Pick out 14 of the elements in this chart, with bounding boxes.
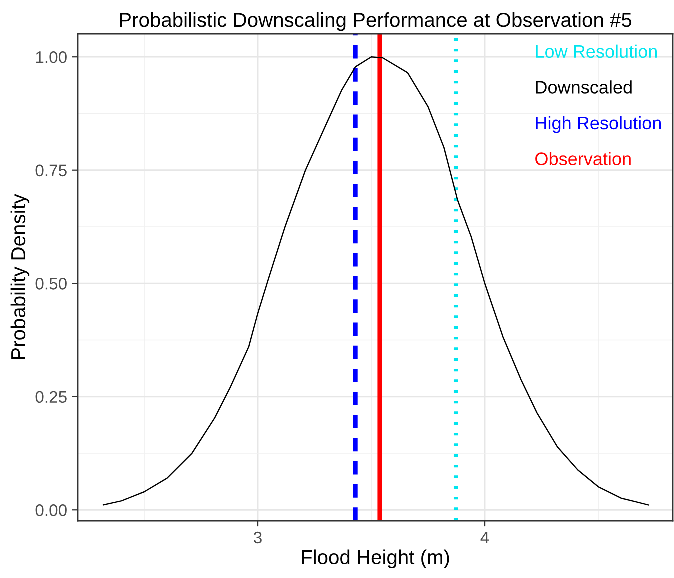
x-tick-label: 3 xyxy=(254,532,262,544)
y-tick-label: 1.00 xyxy=(36,52,67,64)
x-tick-label: 4 xyxy=(480,532,490,544)
y-tick-label: 0.75 xyxy=(36,164,67,177)
ref-line-label: High Resolution xyxy=(536,116,661,134)
y-tick-label: 0.25 xyxy=(36,391,67,404)
ref-line-label: Low Resolution xyxy=(536,44,657,58)
x-axis-title: Flood Height (m) xyxy=(302,550,450,569)
ref-line-label: Observation xyxy=(536,152,631,166)
y-axis-title: Probability Density xyxy=(10,194,30,360)
chart-title: Probabilistic Downscaling Performance at Observation #5 xyxy=(120,12,632,32)
y-tick-label: 0.00 xyxy=(36,504,67,516)
y-tick-label: 0.50 xyxy=(36,278,67,290)
text: Downscaled xyxy=(536,80,632,94)
